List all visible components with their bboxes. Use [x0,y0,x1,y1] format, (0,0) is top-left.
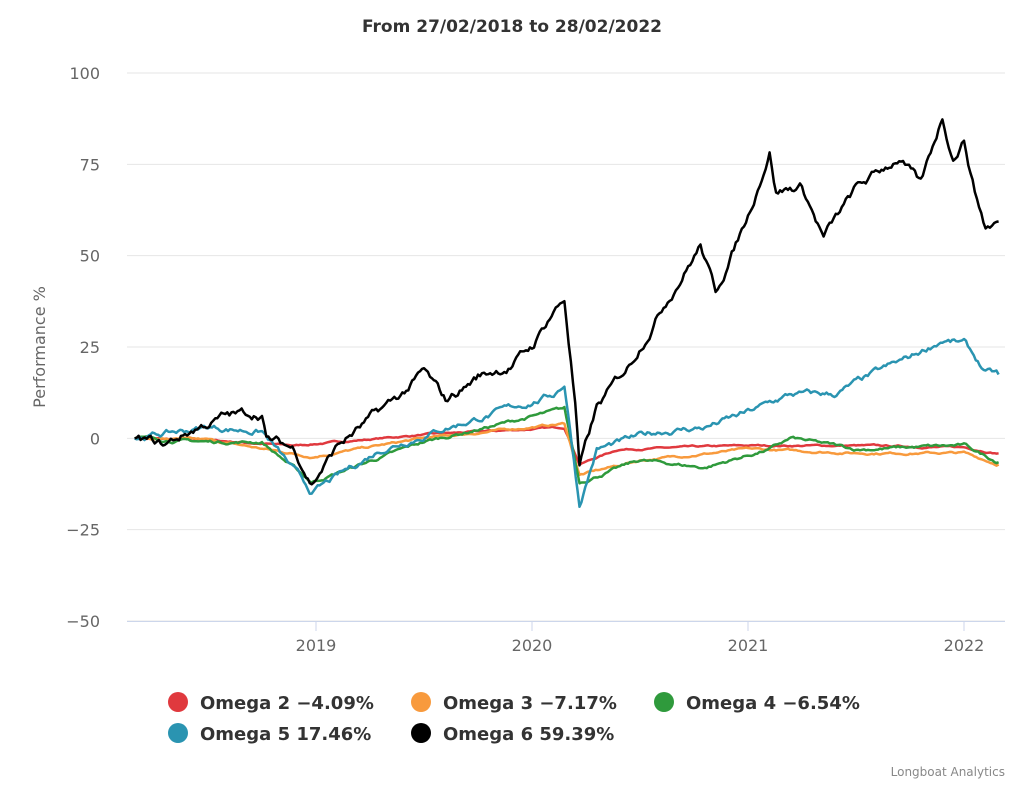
y-axis-label: Performance % [30,286,49,408]
series-line-omega-5 [134,337,1000,509]
chart-title: From 27/02/2018 to 28/02/2022 [362,17,662,37]
y-tick-label: −25 [66,521,100,540]
y-tick-label: −50 [66,612,100,631]
y-tick-label: 0 [90,429,100,448]
legend-label: Omega 2 −4.09% [200,693,374,714]
legend-symbol-icon [411,723,431,743]
legend-label: Omega 4 −6.54% [686,693,860,714]
legend-label: Omega 5 17.46% [200,724,371,745]
y-tick-label: 75 [80,155,100,174]
legend-item[interactable]: Omega 6 59.39% [411,723,614,745]
legend-item[interactable]: Omega 5 17.46% [168,723,371,745]
legend-item[interactable]: Omega 3 −7.17% [411,692,617,714]
legend-symbol-icon [411,692,431,712]
series-line-omega-4 [134,405,1000,485]
credits[interactable]: Longboat Analytics [891,765,1005,779]
legend-symbol-icon [168,692,188,712]
legend-label: Omega 3 −7.17% [443,693,617,714]
legend-item[interactable]: Omega 4 −6.54% [654,692,860,714]
legend-symbol-icon [168,723,188,743]
legend-item[interactable]: Omega 2 −4.09% [168,692,374,714]
y-tick-label: 50 [80,247,100,266]
series-line-omega-6 [134,118,999,486]
series-line-omega-3 [134,421,1000,477]
x-tick-label: 2022 [944,636,985,655]
x-tick-label: 2021 [728,636,769,655]
y-tick-label: 25 [80,338,100,357]
legend-symbol-icon [654,692,674,712]
x-tick-label: 2019 [296,636,337,655]
x-tick-label: 2020 [512,636,553,655]
y-tick-label: 100 [69,64,100,83]
legend-label: Omega 6 59.39% [443,724,614,745]
